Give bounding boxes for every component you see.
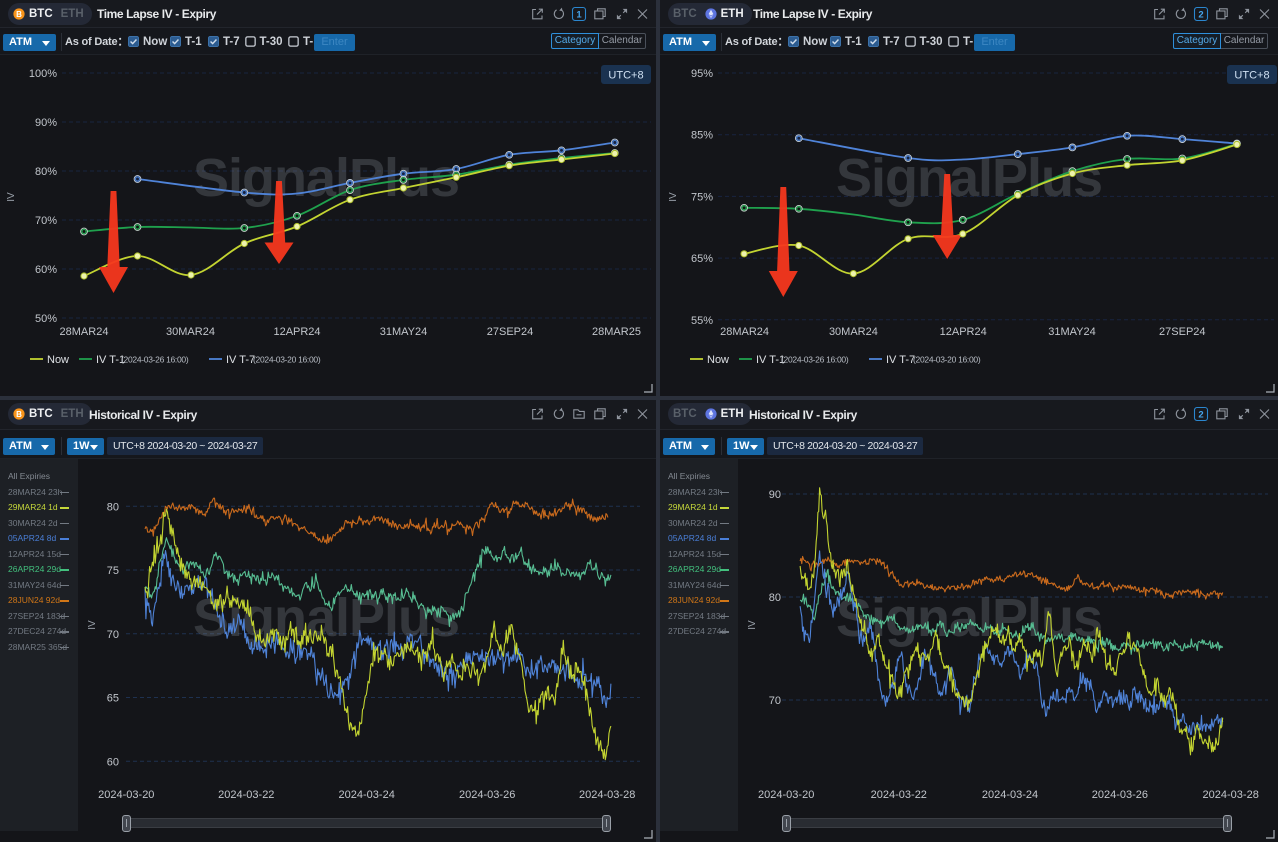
svg-text:2024-03-24: 2024-03-24	[982, 789, 1038, 801]
svg-text:30MAR24: 30MAR24	[166, 326, 215, 338]
svg-text:28MAR25: 28MAR25	[592, 326, 641, 338]
svg-text:2024-03-20: 2024-03-20	[758, 789, 814, 801]
svg-text:12APR24: 12APR24	[273, 326, 320, 338]
svg-text:2024-03-20: 2024-03-20	[98, 789, 154, 801]
svg-text:12APR24: 12APR24	[940, 326, 987, 338]
svg-text:65%: 65%	[691, 253, 713, 265]
svg-text:85%: 85%	[691, 130, 713, 142]
svg-text:60%: 60%	[35, 264, 57, 276]
svg-text:75%: 75%	[691, 191, 713, 203]
svg-text:(2024-03-20 16:00): (2024-03-20 16:00)	[253, 355, 321, 365]
svg-text:60: 60	[107, 756, 119, 768]
svg-text:90: 90	[769, 489, 781, 501]
svg-text:30MAR24: 30MAR24	[829, 326, 878, 338]
svg-text:65: 65	[107, 693, 119, 705]
svg-text:UTC+8: UTC+8	[608, 70, 643, 82]
svg-text:SignalPlus: SignalPlus	[193, 588, 459, 648]
svg-text:95%: 95%	[691, 68, 713, 80]
svg-text:(2024-03-26 16:00): (2024-03-26 16:00)	[781, 355, 849, 365]
svg-text:IV: IV	[6, 192, 17, 202]
svg-text:80: 80	[107, 501, 119, 513]
svg-text:IV T-1: IV T-1	[96, 354, 125, 366]
svg-text:(2024-03-26 16:00): (2024-03-26 16:00)	[121, 355, 189, 365]
svg-text:IV: IV	[668, 192, 679, 202]
svg-text:2024-03-24: 2024-03-24	[339, 789, 395, 801]
svg-text:1: 1	[576, 10, 582, 21]
svg-text:70: 70	[769, 695, 781, 707]
svg-text:31MAY24: 31MAY24	[380, 326, 428, 338]
svg-text:70%: 70%	[35, 215, 57, 227]
svg-text:2024-03-28: 2024-03-28	[1203, 789, 1259, 801]
svg-text:IV T-7: IV T-7	[886, 354, 915, 366]
svg-text:2: 2	[1198, 410, 1203, 421]
svg-text:80%: 80%	[35, 166, 57, 178]
svg-text:SignalPlus: SignalPlus	[836, 588, 1102, 648]
svg-text:2024-03-28: 2024-03-28	[579, 789, 635, 801]
svg-text:2024-03-26: 2024-03-26	[1092, 789, 1148, 801]
svg-text:28MAR24: 28MAR24	[60, 326, 109, 338]
svg-text:IV: IV	[87, 620, 98, 630]
svg-text:Now: Now	[707, 354, 729, 366]
svg-text:2024-03-22: 2024-03-22	[871, 789, 927, 801]
svg-text:(2024-03-20 16:00): (2024-03-20 16:00)	[913, 355, 981, 365]
svg-text:B: B	[16, 410, 22, 419]
svg-text:2024-03-22: 2024-03-22	[218, 789, 274, 801]
svg-text:SignalPlus: SignalPlus	[836, 148, 1102, 208]
svg-text:IV T-1: IV T-1	[756, 354, 785, 366]
svg-text:75: 75	[107, 565, 119, 577]
svg-text:Now: Now	[47, 354, 69, 366]
svg-text:27SEP24: 27SEP24	[487, 326, 533, 338]
svg-text:SignalPlus: SignalPlus	[193, 148, 459, 208]
svg-text:UTC+8: UTC+8	[1234, 70, 1269, 82]
svg-text:50%: 50%	[35, 313, 57, 325]
svg-text:70: 70	[107, 629, 119, 641]
svg-text:2024-03-26: 2024-03-26	[459, 789, 515, 801]
svg-text:100%: 100%	[29, 68, 57, 80]
svg-text:B: B	[16, 10, 22, 19]
svg-text:31MAY24: 31MAY24	[1048, 326, 1096, 338]
svg-text:IV T-7: IV T-7	[226, 354, 255, 366]
svg-text:2: 2	[1198, 10, 1203, 21]
svg-text:90%: 90%	[35, 117, 57, 129]
svg-text:IV: IV	[747, 620, 758, 630]
svg-text:80: 80	[769, 592, 781, 604]
svg-text:55%: 55%	[691, 315, 713, 327]
svg-text:28MAR24: 28MAR24	[720, 326, 769, 338]
svg-text:27SEP24: 27SEP24	[1159, 326, 1205, 338]
